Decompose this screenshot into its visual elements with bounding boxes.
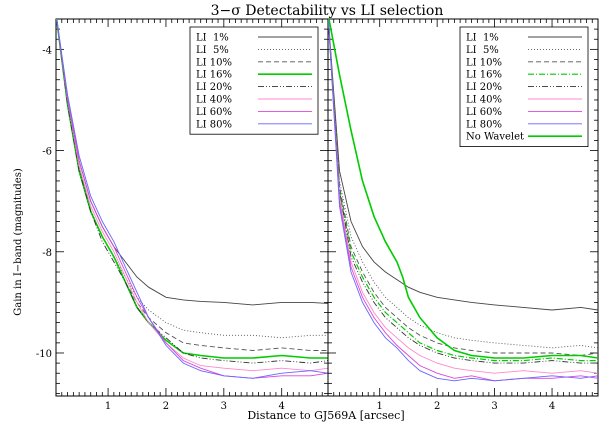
legend-left: LI 1%LI 5%LI 10% LI 16%LI 20% LI 40%LI 60%…	[189, 26, 319, 135]
series-line	[328, 19, 598, 311]
legend-label: No Wavelet	[466, 132, 524, 143]
chart-title: 3−σ Detectability vs LI selection	[211, 3, 444, 19]
series-line	[328, 19, 598, 382]
y-tick-label: -8	[42, 248, 52, 259]
series-line	[56, 19, 328, 379]
series-line	[328, 19, 598, 356]
series-line	[328, 19, 598, 364]
series-line	[56, 19, 328, 372]
legend-box	[459, 26, 589, 147]
legend-box	[189, 26, 319, 135]
legend-label: LI 16%	[466, 70, 502, 81]
x-tick-label: 4	[549, 401, 555, 412]
legend-label: LI 1%	[196, 33, 229, 44]
x-axis-label: Distance to GJ569A [arcsec]	[247, 409, 404, 422]
series-line	[328, 19, 598, 382]
legend-right: LI 1%LI 5%LI 10% LI 16%LI 20% LI 40%LI 60%…	[459, 26, 589, 147]
legend-label: LI 10%	[196, 57, 232, 68]
series-group-right	[328, 19, 598, 382]
x-tick-label: 3	[221, 401, 227, 412]
x-tick-label: 3	[491, 401, 497, 412]
y-tick-label: -6	[42, 147, 52, 158]
series-line	[328, 19, 598, 362]
panel-right: 1 2 3 4LI 1%LI 5%LI 10%LI 16%LI 20%LI 40%LI…	[327, 18, 599, 412]
x-tick-label: 1	[377, 401, 383, 412]
x-tick-label: 4	[279, 401, 285, 412]
x-tick-label: 2	[434, 401, 440, 412]
series-line	[328, 19, 598, 359]
x-tick-label: 2	[163, 401, 169, 412]
x-tick-label: 1	[105, 401, 111, 412]
y-tick-label: -10	[36, 349, 52, 360]
y-axis-label: Gain in I−band (magnitudes)	[13, 168, 24, 316]
legend-label: LI 20%	[196, 82, 232, 93]
legend-label: LI 80%	[196, 119, 232, 130]
plot-frame-right	[327, 18, 599, 397]
series-line	[328, 19, 598, 374]
panel-left: 1 2 3 4 -4 -6 -8 -10 LI 1%LI 5%LI 10% LI 16%LI 20…	[36, 18, 329, 412]
series-line	[56, 19, 328, 339]
legend-label: LI 5%	[196, 45, 229, 56]
y-tick-label: -4	[42, 45, 52, 56]
legend-label: LI 10%	[466, 57, 502, 68]
legend-label: LI 80%	[466, 119, 502, 130]
legend-label: LI 5%	[466, 45, 499, 56]
legend-label: LI 40%	[196, 95, 232, 106]
legend-label: LI 40%	[466, 95, 502, 106]
legend-label: LI 60%	[466, 107, 502, 118]
series-group-left	[56, 19, 328, 379]
legend-label: LI 16%	[196, 70, 232, 81]
legend-label: LI 60%	[196, 107, 232, 118]
legend-label: LI 1%	[466, 33, 499, 44]
legend-label: LI 20%	[466, 82, 502, 93]
